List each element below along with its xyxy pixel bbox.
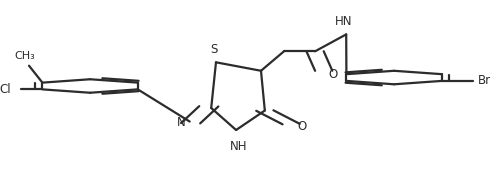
Text: O: O — [297, 120, 307, 133]
Text: N: N — [177, 116, 186, 129]
Text: NH: NH — [230, 140, 247, 153]
Text: Br: Br — [478, 74, 492, 87]
Text: CH₃: CH₃ — [15, 51, 36, 61]
Text: O: O — [329, 68, 338, 81]
Text: Cl: Cl — [0, 83, 11, 96]
Text: S: S — [210, 43, 217, 56]
Text: HN: HN — [335, 15, 353, 28]
